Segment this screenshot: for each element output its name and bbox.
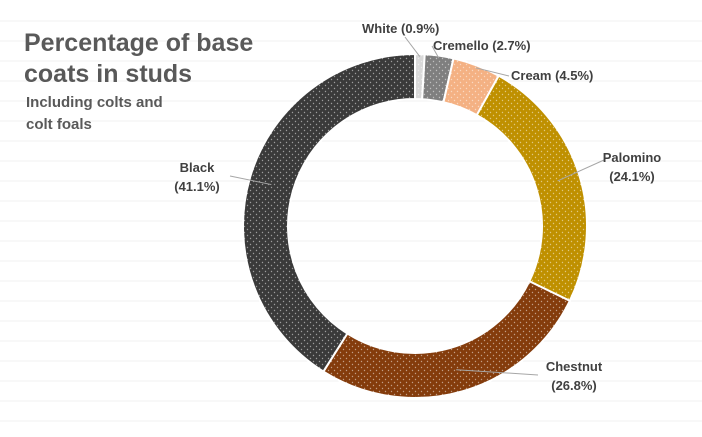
slice-palomino-pattern <box>476 75 588 301</box>
slice-black-pattern <box>243 54 415 372</box>
slice-cream-pattern <box>443 58 499 116</box>
leader-line-cremello <box>431 45 440 59</box>
chart-title-line-2: coats in studs <box>24 60 193 88</box>
leader-line-cream <box>475 67 510 77</box>
chart-subtitle: Including colts and colt foals <box>26 92 163 136</box>
label-black-percent: (41.1%) <box>174 179 220 194</box>
label-cremello: Cremello (2.7%) <box>433 38 531 53</box>
data-labels: White (0.9%) Cremello (2.7%) Cream (4.5%) P… <box>174 21 661 393</box>
leader-line-chestnut <box>456 369 539 376</box>
label-palomino-percent: (24.1%) <box>609 169 655 184</box>
leader-line-black <box>229 175 272 186</box>
doughnut-slices <box>242 52 588 399</box>
label-chestnut-percent: (26.8%) <box>551 378 597 393</box>
slice-chestnut-pattern <box>323 281 570 399</box>
label-white: White (0.9%) <box>362 21 439 36</box>
leader-lines <box>229 36 605 376</box>
chart-subtitle-line-2: colt foals <box>26 116 92 133</box>
chart-subtitle-line-1: Including colts and <box>26 94 163 111</box>
label-cream: Cream (4.5%) <box>511 68 593 83</box>
leader-line-palomino <box>557 159 605 182</box>
chart-title: Percentage of base coats in studs <box>24 28 253 90</box>
label-chestnut: Chestnut <box>546 359 603 374</box>
label-palomino: Palomino <box>603 150 662 165</box>
leader-line-white <box>404 36 421 57</box>
label-black: Black <box>180 160 215 175</box>
chart-title-line-1: Percentage of base <box>24 29 254 57</box>
